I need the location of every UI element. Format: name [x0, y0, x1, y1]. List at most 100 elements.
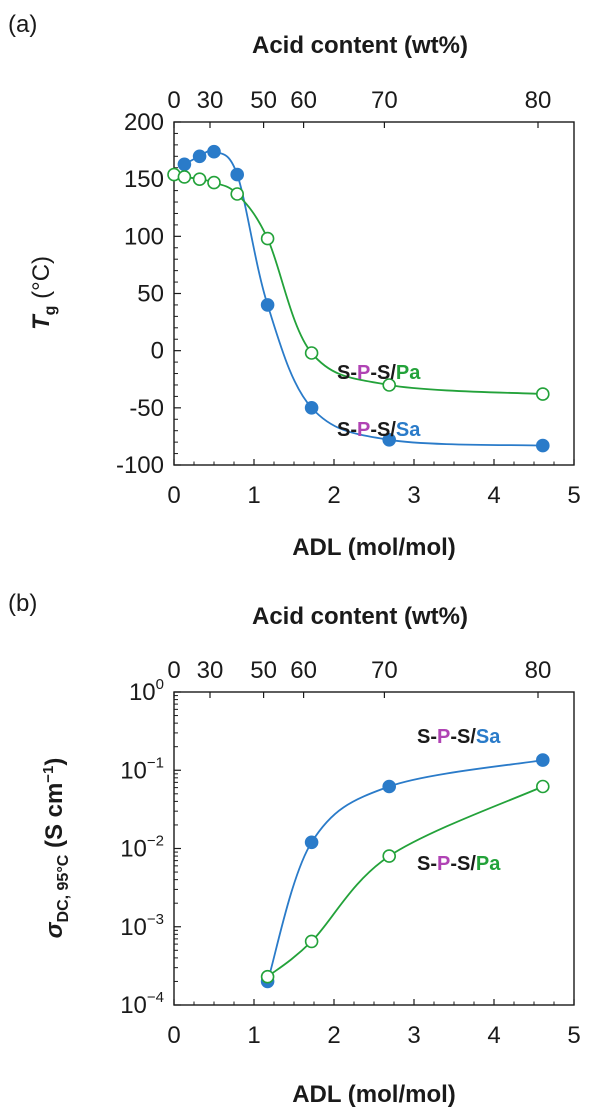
a-point-pa [192, 172, 207, 186]
panel-b-y-axis-title-unit: (S cm [41, 783, 68, 855]
a-point-sa [177, 157, 192, 172]
a-y-tick-label: 150 [124, 166, 164, 193]
panel-b-ticks [173, 691, 575, 1006]
a-x-tick-label: 5 [567, 482, 580, 509]
panel-a-top-axis-title: Acid content (wt%) [252, 32, 468, 59]
panel-a-series-label-sa: S-P-S/Sa [337, 419, 421, 441]
b-point-pa [260, 969, 275, 984]
a-point-pa [207, 175, 221, 190]
b-x-tick-label: 2 [327, 1022, 340, 1049]
series-label-part-b-pa-3: Pa [476, 853, 501, 875]
a-x-tick-label: 2 [327, 482, 340, 509]
a-x-tick-label: 4 [487, 482, 500, 509]
panel-a-y-tick-labels: 200 150 100 50 0 -50 -100 [116, 109, 164, 479]
panel-a-label: (a) [8, 11, 37, 38]
b-top-tick-label: 50 [250, 657, 277, 684]
b-y-tick-exp: −3 [147, 911, 164, 928]
panel-a-series-label-pa: S-P-S/Pa [337, 362, 421, 384]
b-y-tick-label: 10−3 [120, 911, 164, 941]
a-point-pa [230, 187, 244, 201]
a-point-sa [192, 149, 207, 164]
a-y-tick-label: -50 [129, 395, 164, 422]
b-point-pa [382, 849, 397, 863]
a-point-sa [230, 167, 244, 182]
panel-b-label: (b) [8, 590, 37, 617]
series-label-part-a-sa-0: S- [337, 419, 357, 441]
a-point-pa [535, 387, 550, 401]
panel-b-y-axis-title: σDC, 95°C (S cm−1) [40, 758, 72, 939]
b-y-tick-exp: −1 [147, 754, 164, 771]
panel-a-curves [173, 149, 543, 447]
a-point-pa [260, 231, 275, 246]
b-point-pa [535, 779, 550, 794]
a-top-tick-label: 60 [290, 87, 317, 114]
panel-b-y-axis-title-main: σ [41, 921, 68, 938]
panel-a-y-axis-title-main: T [28, 313, 55, 330]
series-label-part-b-pa-0: S- [417, 853, 437, 875]
b-y-tick-base: 10 [120, 836, 147, 863]
panel-b-series-label-pa: S-P-S/Pa [417, 853, 501, 875]
a-point-sa [260, 298, 275, 312]
b-y-tick-label: 10−2 [120, 833, 164, 863]
panel-b-plot-frame [173, 691, 575, 1006]
a-top-tick-label: 0 [167, 87, 180, 114]
series-label-part-a-pa-3: Pa [396, 362, 421, 384]
panel-b-top-axis-title: Acid content (wt%) [252, 603, 468, 630]
panel-b-series-label-sa: S-P-S/Sa [417, 726, 501, 748]
a-point-pa [177, 170, 192, 184]
panel-b-top-tick-labels: 0 30 50 60 70 80 [167, 657, 551, 684]
b-y-tick-exp: 0 [156, 676, 164, 693]
b-top-tick-label: 80 [525, 657, 552, 684]
a-point-sa [535, 438, 550, 453]
b-y-tick-label: 10−4 [120, 989, 164, 1019]
b-y-tick-base: 10 [120, 914, 147, 941]
b-x-tick-label: 5 [567, 1022, 580, 1049]
series-label-part-a-sa-3: Sa [396, 419, 421, 441]
a-point-pa [382, 378, 397, 392]
panel-a-ticks [173, 121, 575, 466]
b-curve-sa [266, 759, 543, 982]
a-y-tick-label: 200 [124, 109, 164, 136]
a-y-tick-label: 0 [151, 338, 164, 365]
series-label-part-b-sa-0: S- [417, 726, 437, 748]
b-x-tick-label: 0 [167, 1022, 180, 1049]
series-label-part-b-pa-1: P [437, 853, 450, 875]
a-point-sa [382, 432, 397, 447]
b-x-tick-label: 1 [247, 1022, 260, 1049]
series-label-part-a-pa-0: S- [337, 362, 357, 384]
series-label-part-b-sa-1: P [437, 726, 450, 748]
panel-b-curves [266, 759, 544, 982]
panel-b-y-axis-title-close: ) [41, 758, 68, 766]
b-point-sa [535, 753, 550, 767]
b-x-tick-label: 3 [407, 1022, 420, 1049]
b-top-tick-label: 70 [371, 657, 398, 684]
a-y-tick-label: -100 [116, 452, 164, 479]
b-point-sa [304, 835, 319, 850]
a-point-sa [207, 144, 221, 159]
b-top-tick-label: 0 [167, 657, 180, 684]
b-y-tick-base: 10 [129, 679, 156, 706]
b-top-tick-label: 30 [197, 657, 224, 684]
series-label-part-a-sa-2: -S/ [370, 419, 396, 441]
b-y-tick-base: 10 [120, 757, 147, 784]
panel-a-x-axis-title: ADL (mol/mol) [292, 534, 456, 561]
b-point-sa [382, 779, 397, 794]
a-top-tick-label: 70 [371, 87, 398, 114]
a-top-tick-label: 80 [525, 87, 552, 114]
panel-a-x-tick-labels: 0 1 2 3 4 5 [167, 482, 580, 509]
series-label-part-a-sa-1: P [357, 419, 370, 441]
b-y-tick-exp: −4 [147, 989, 164, 1006]
a-x-tick-label: 3 [407, 482, 420, 509]
a-point-sa [304, 400, 319, 415]
a-point-pa [304, 346, 319, 360]
b-top-tick-label: 60 [290, 657, 317, 684]
panel-a-top-tick-labels: 0 30 50 60 70 80 [167, 87, 551, 114]
series-label-part-a-pa-2: -S/ [370, 362, 396, 384]
b-y-tick-label: 10−1 [120, 754, 164, 784]
panel-a-points [167, 144, 550, 453]
b-x-tick-label: 4 [487, 1022, 500, 1049]
a-y-tick-label: 50 [137, 281, 164, 308]
b-y-tick-exp: −2 [147, 833, 164, 850]
